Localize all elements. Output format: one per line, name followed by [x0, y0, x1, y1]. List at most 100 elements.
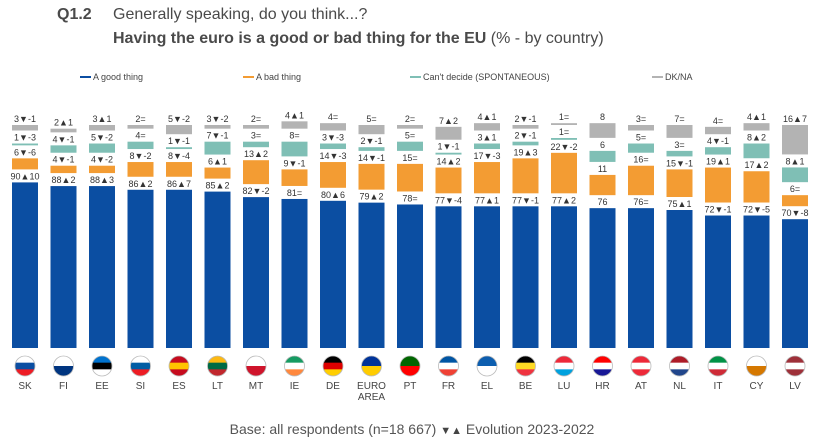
category-label-euro-area-0: EURO [357, 381, 386, 392]
data-label-dk-na-pt: 2= [405, 114, 415, 124]
data-label-dk-na-ie: 4▲1 [285, 110, 304, 120]
data-label-a-good-thing-hr: 76 [597, 197, 607, 207]
legend-swatch-can-t-decide-spontaneous [410, 76, 421, 78]
bar-dk-na-lt [204, 125, 231, 129]
category-label-pt: PT [404, 381, 417, 392]
flag-it-icon [707, 355, 729, 377]
bar-a-good-thing-de [320, 200, 346, 348]
data-label-a-good-thing-it: 72▼-1 [705, 205, 732, 215]
data-label-a-good-thing-sk: 90▲10 [11, 171, 40, 181]
data-label-can-t-decide-spontaneous-lu: 1= [559, 127, 569, 137]
category-label-at: AT [635, 381, 647, 392]
question-id: Q1.2 [57, 6, 92, 23]
data-label-can-t-decide-spontaneous-ie: 8= [289, 131, 299, 141]
data-label-dk-na-fi: 2▲1 [54, 118, 73, 128]
bar-a-good-thing-sk [12, 182, 38, 348]
data-label-a-good-thing-cy: 72▼-5 [743, 205, 770, 215]
data-label-a-good-thing-mt: 82▼-2 [243, 186, 270, 196]
bar-a-bad-thing-de [320, 162, 346, 188]
bar-can-t-decide-spontaneous-ee [89, 143, 115, 153]
data-label-dk-na-be: 2▼-1 [515, 114, 537, 124]
data-label-a-good-thing-ee: 88▲3 [90, 175, 114, 185]
bar-can-t-decide-spontaneous-lu [551, 138, 577, 140]
data-label-a-good-thing-euro-area: 79▲2 [360, 192, 384, 202]
data-label-a-good-thing-pt: 78= [402, 193, 417, 203]
bar-dk-na-euro-area [358, 125, 385, 135]
bar-a-bad-thing-cy [743, 171, 770, 203]
data-label-a-good-thing-be: 77▼-1 [512, 195, 539, 205]
bar-a-good-thing-pt [397, 204, 423, 348]
footer-evolution: Evolution 2023-2022 [465, 421, 595, 437]
bar-a-good-thing-es [166, 189, 192, 348]
bar-dk-na-sk [12, 125, 38, 131]
category-label-hr: HR [595, 381, 609, 392]
data-label-can-t-decide-spontaneous-it: 4▼-1 [707, 136, 729, 146]
bar-dk-na-hr [589, 123, 616, 138]
bar-can-t-decide-spontaneous-ie [281, 141, 308, 157]
flag-hr-icon [592, 355, 613, 377]
legend-swatch-dk-na [652, 76, 663, 78]
evolution-triangles-icon: ▼▲ [440, 425, 462, 437]
bar-a-bad-thing-mt [243, 160, 269, 185]
data-label-can-t-decide-spontaneous-sk: 1▼-3 [14, 133, 36, 143]
bar-a-good-thing-lv [782, 219, 808, 348]
data-label-a-good-thing-de: 80▲6 [321, 190, 345, 200]
bar-a-good-thing-fr [435, 206, 462, 348]
flag-cy-icon [746, 355, 767, 377]
category-label-cy: CY [750, 381, 764, 392]
legend-label-can-t-decide-spontaneous: Can't decide (SPONTANEOUS) [423, 72, 550, 82]
bar-dk-na-fi [50, 128, 77, 133]
data-label-a-bad-thing-lt: 6▲1 [208, 157, 227, 167]
bar-dk-na-fr [435, 126, 462, 140]
flag-fi-icon [53, 355, 74, 377]
footer-base: Base: all respondents (n=18 667) [229, 421, 437, 437]
question-text: Generally speaking, do you think...? [113, 6, 368, 23]
data-label-dk-na-euro-area: 5= [366, 114, 376, 124]
data-label-a-bad-thing-fi: 4▼-1 [53, 155, 75, 165]
data-label-a-bad-thing-euro-area: 14▼-1 [358, 153, 385, 163]
data-label-can-t-decide-spontaneous-pt: 5= [405, 131, 415, 141]
chart-title: Having the euro is a good or bad thing f… [113, 30, 604, 48]
bar-a-bad-thing-it [705, 167, 731, 203]
bar-dk-na-cy [743, 123, 770, 131]
bar-a-good-thing-cy [743, 215, 770, 348]
data-label-can-t-decide-spontaneous-el: 3▲1 [478, 133, 497, 143]
flag-el-icon [476, 355, 498, 377]
category-label-nl: NL [673, 381, 686, 392]
bar-a-bad-thing-sk [12, 158, 38, 170]
category-label-lt: LT [212, 381, 223, 392]
flag-lt-icon [207, 355, 228, 377]
bar-a-bad-thing-el [474, 162, 500, 194]
data-label-dk-na-lt: 3▼-2 [207, 114, 229, 124]
data-label-a-bad-thing-de: 14▼-3 [320, 151, 347, 161]
data-label-a-bad-thing-at: 16= [633, 155, 648, 165]
data-label-dk-na-cy: 4▲1 [747, 112, 766, 122]
flag-fr-icon [438, 355, 459, 377]
flag-si-icon [130, 355, 151, 377]
bar-a-bad-thing-euro-area [358, 163, 385, 190]
data-label-a-good-thing-lt: 85▲2 [206, 181, 230, 191]
data-label-a-bad-thing-es: 8▼-4 [168, 151, 190, 161]
bar-a-bad-thing-es [166, 162, 192, 177]
data-label-a-bad-thing-lv: 6= [790, 184, 800, 194]
chart-title-suffix: (% - by country) [486, 30, 604, 47]
data-label-dk-na-es: 5▼-2 [168, 114, 190, 124]
bar-can-t-decide-spontaneous-hr [589, 150, 616, 162]
flag-pt-icon [399, 355, 421, 377]
bar-a-bad-thing-hr [589, 174, 616, 196]
bar-a-good-thing-euro-area [358, 202, 385, 348]
flag-sk-icon [14, 355, 36, 377]
data-label-can-t-decide-spontaneous-fi: 4▼-1 [53, 134, 75, 144]
data-label-a-good-thing-es: 86▲7 [167, 179, 191, 189]
bar-a-bad-thing-si [127, 162, 154, 177]
bar-dk-na-de [320, 123, 346, 131]
bar-can-t-decide-spontaneous-it [705, 147, 731, 155]
data-label-a-bad-thing-fr: 14▲2 [437, 157, 461, 167]
data-label-a-bad-thing-ee: 4▼-2 [91, 155, 113, 165]
data-label-a-good-thing-el: 77▲1 [475, 195, 499, 205]
bar-dk-na-nl [666, 125, 693, 138]
legend-swatch-a-good-thing [80, 76, 91, 78]
data-label-a-bad-thing-si: 8▼-2 [130, 151, 152, 161]
category-label-it: IT [714, 381, 723, 392]
data-label-dk-na-ee: 3▲1 [93, 114, 112, 124]
